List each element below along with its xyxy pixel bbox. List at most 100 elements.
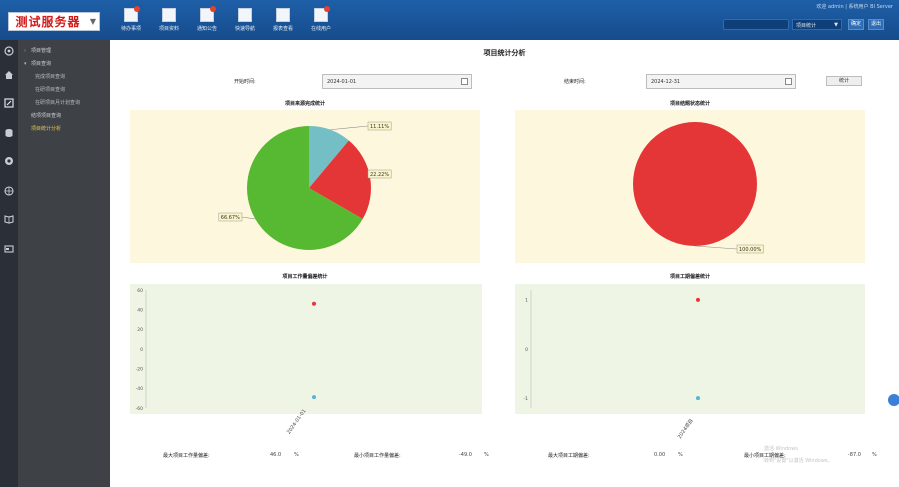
sidebar-item-label: 项目管理 — [31, 48, 52, 54]
logout-button[interactable]: 退出 — [868, 19, 884, 30]
scroll-top-button[interactable] — [888, 394, 899, 406]
data-label-box — [367, 121, 392, 131]
sidebar-item-completed-query[interactable]: 完成项目查询 — [35, 73, 65, 80]
scatter-chart-panel: 1 0 -1 — [515, 284, 865, 414]
calendar-icon — [785, 78, 792, 85]
data-label-box — [218, 212, 243, 222]
y-tick-label: 0 — [140, 347, 143, 353]
sidebar-item-label: 完成项目查询 — [35, 74, 66, 80]
toolbar-label: 报表查看 — [272, 26, 293, 32]
main-content: 项目统计分析 开始时间: 2024-01-01 结束时间: 2024-12-31… — [110, 40, 899, 487]
sidebar-item-statistics[interactable]: 项目统计分析 — [31, 125, 61, 132]
pie-chart-2: 100.00% — [633, 122, 764, 254]
search-input[interactable] — [723, 19, 789, 30]
pie-slice[interactable] — [309, 126, 349, 188]
pie-slice[interactable] — [309, 140, 371, 219]
chevron-right-icon: › — [24, 48, 26, 54]
end-date-value: 2024-12-31 — [651, 79, 681, 85]
start-date-input[interactable]: 2024-01-01 — [322, 74, 472, 89]
stat-value: 46.0 — [270, 452, 282, 458]
project-icon[interactable] — [4, 46, 14, 56]
scatter-point[interactable] — [696, 297, 700, 302]
stat-unit: % — [484, 452, 489, 458]
query-button[interactable]: 统计 — [826, 76, 862, 86]
confirm-button[interactable]: 确定 — [848, 19, 864, 30]
card-icon[interactable] — [4, 244, 14, 254]
stat-value: 0.00 — [654, 452, 666, 458]
sidebar-item-project-query[interactable]: ▾ 项目查询 — [24, 60, 51, 67]
stat-label: 最小项目工期偏差: — [744, 453, 786, 459]
y-tick-label: 60 — [137, 288, 143, 294]
data-label: 22.22% — [370, 172, 389, 178]
toolbar-navigation-button[interactable]: 快速导航 — [226, 6, 264, 38]
toolbar-label: 项目资料 — [158, 26, 179, 32]
chart-title: 项目工期偏差统计 — [669, 274, 710, 280]
leader-line — [330, 125, 369, 131]
notice-icon — [200, 6, 216, 22]
toolbar-document-button[interactable]: 项目资料 — [150, 6, 188, 38]
system-info: 欢迎 admin | 系统用户 BI Server — [816, 4, 893, 10]
watermark-line-1: 激活 Windows — [764, 446, 798, 452]
chart-title: 项目结题状态统计 — [669, 101, 710, 107]
module-select[interactable]: 项目统计 ▼ — [792, 19, 842, 30]
stat-unit: % — [872, 452, 877, 458]
toolbar-label: 快速导航 — [234, 26, 255, 32]
start-date-label: 开始时间: — [234, 79, 256, 85]
pie-chart-1: 11.11% 22.22% 66.67% — [218, 121, 392, 250]
database-icon[interactable] — [4, 128, 14, 138]
toolbar-users-button[interactable]: 在线用户 — [302, 6, 340, 38]
y-tick-label: 1 — [525, 298, 528, 304]
globe-icon[interactable] — [4, 186, 14, 196]
pie-slice[interactable] — [633, 122, 757, 246]
toolbar-notice-button[interactable]: 通知公告 — [188, 6, 226, 38]
sidebar-item-monthly-plan-query[interactable]: 在研项目月计划查询 — [35, 99, 80, 106]
stat-value: -87.0 — [848, 452, 861, 458]
stat-value: -49.0 — [459, 452, 472, 458]
y-tick-label: -60 — [136, 406, 143, 412]
data-label-box — [367, 169, 392, 179]
end-date-label: 结束时间: — [564, 79, 586, 85]
settings-icon[interactable] — [4, 156, 14, 166]
chevron-down-icon: ▼ — [89, 17, 97, 26]
data-label: 11.11% — [370, 124, 389, 130]
sidebar-item-project-manage[interactable]: › 项目管理 — [24, 47, 51, 54]
scatter-point[interactable] — [312, 395, 316, 400]
chart-title: 项目来源完成统计 — [284, 101, 325, 107]
module-select-value: 项目统计 — [796, 23, 817, 29]
stat-label: 最小项目工作量偏差: — [354, 453, 401, 459]
x-tick-label: 2024项目 — [676, 417, 695, 441]
leader-line — [241, 216, 256, 220]
watermark-line-2: 转到"设置"以激活 Windows。 — [764, 458, 833, 464]
sidebar-item-label: 项目查询 — [31, 61, 52, 67]
report-icon — [276, 8, 290, 22]
sidebar-item-ongoing-query[interactable]: 在研项目查询 — [35, 86, 65, 93]
chevron-down-icon: ▼ — [834, 22, 838, 28]
toolbar-label: 在线用户 — [310, 26, 331, 32]
home-icon[interactable] — [4, 70, 14, 80]
toolbar-todo-button[interactable]: 待办事项 — [112, 6, 150, 38]
toolbar-label: 待办事项 — [120, 26, 141, 32]
app-name: 测试服务器 — [15, 15, 81, 29]
end-date-input[interactable]: 2024-12-31 — [646, 74, 796, 89]
toolbar-report-button[interactable]: 报表查看 — [264, 6, 302, 38]
stat-label: 最大项目工作量偏差: — [163, 453, 210, 459]
stat-unit: % — [678, 452, 683, 458]
data-label: 66.67% — [221, 215, 240, 221]
pie-chart-panel: 11.11% 22.22% 66.67% — [130, 110, 480, 263]
scatter-point[interactable] — [696, 396, 700, 401]
pie-slice[interactable] — [247, 126, 363, 250]
toolbar-label: 通知公告 — [196, 26, 217, 32]
y-tick-label: -1 — [524, 396, 529, 402]
sidebar-item-closed-query[interactable]: 结项项目查询 — [31, 112, 61, 119]
y-tick-label: -20 — [136, 366, 143, 372]
edit-icon[interactable] — [4, 98, 14, 108]
book-icon[interactable] — [4, 214, 14, 224]
y-tick-label: -40 — [136, 386, 143, 392]
leader-line — [694, 245, 738, 250]
sidebar-item-label: 项目统计分析 — [31, 126, 62, 132]
scatter-point[interactable] — [312, 301, 316, 306]
users-icon — [314, 6, 330, 22]
app-switcher[interactable]: 测试服务器 ▼ — [8, 12, 100, 31]
sidebar-item-label: 结项项目查询 — [31, 113, 62, 119]
